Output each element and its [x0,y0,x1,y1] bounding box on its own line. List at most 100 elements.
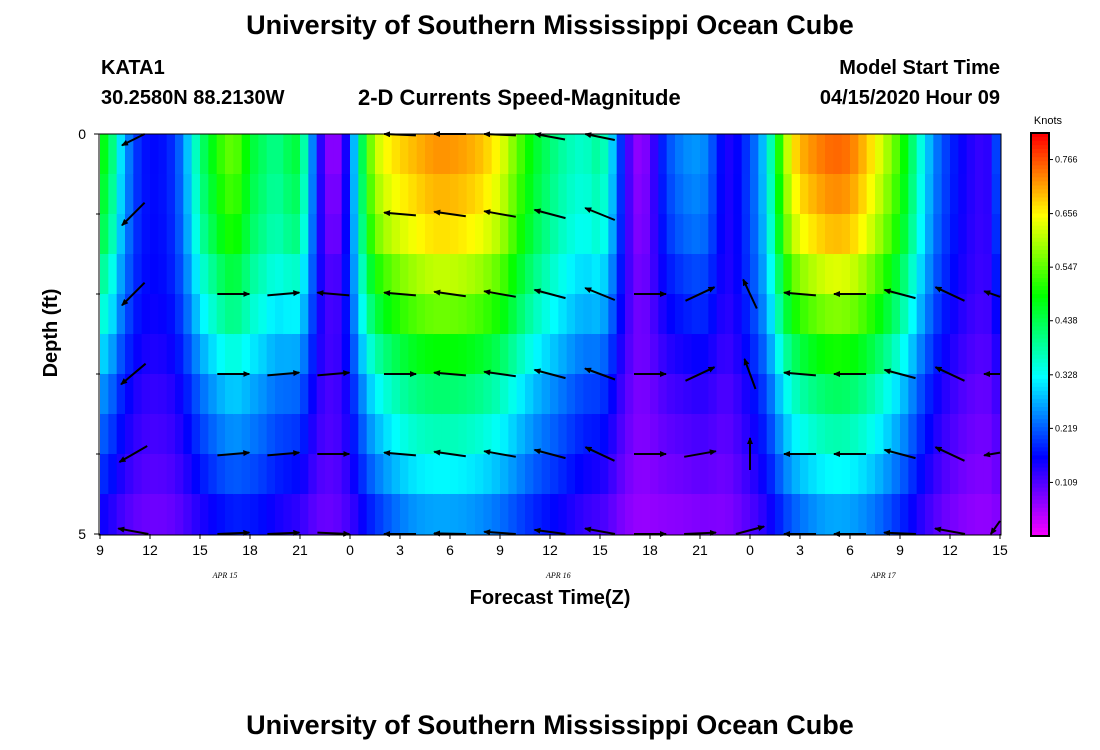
heatmap-cell [883,174,893,215]
heatmap-cell [416,294,426,335]
heatmap-cell [975,134,984,175]
heatmap-cell [758,254,768,295]
heatmap-cell [608,414,618,455]
heatmap-cell [475,374,484,415]
heatmap-cell [900,174,909,215]
heatmap-cell [158,334,168,375]
heatmap-cell [833,454,843,495]
heatmap-cell [466,334,476,375]
heatmap-cell [166,214,176,255]
heatmap-cell [850,134,859,175]
heatmap-cell [400,494,409,535]
heatmap-cell [491,374,501,415]
heatmap-cell [966,494,976,535]
heatmap-cell [450,134,459,175]
colorbar-segment [1031,447,1049,452]
heatmap-cell [516,214,526,255]
heatmap-cell [733,254,743,295]
heatmap-cell [191,454,201,495]
heatmap-cell [241,494,251,535]
heatmap-cell [550,214,559,255]
current-vector [533,527,566,535]
heatmap-cell [500,414,509,455]
heatmap-cell [258,334,268,375]
heatmap-cell [408,214,418,255]
heatmap-cell [200,494,209,535]
heatmap-cell [858,414,868,455]
heatmap-cell [491,294,501,335]
heatmap-cell [483,214,493,255]
heatmap-cell [291,294,301,335]
heatmap-cell [458,214,468,255]
colorbar-segment [1031,342,1049,348]
current-vector [934,446,965,462]
heatmap-cell [491,454,501,495]
heatmap-cell [483,374,493,415]
heatmap-cell [891,334,901,375]
heatmap-cell [283,414,293,455]
heatmap-cell [266,414,276,455]
heatmap-cell [500,214,509,255]
axes: 9 12 15 18 21 0 3 6 9 12 15 18 21 0 3 6 9 12 15 APR 15 APR 1… [78,126,1008,580]
heatmap-cell [491,494,501,535]
heatmap-cell [533,214,543,255]
heatmap-cell [991,214,1001,255]
heatmap-cell [483,294,493,335]
heatmap-cell [675,414,684,455]
heatmap-cell [333,294,343,335]
heatmap-cell [625,414,634,455]
x-tick-label: 9 [96,542,104,558]
heatmap-cell [933,374,943,415]
heatmap-cell [233,214,243,255]
heatmap-cell [341,494,351,535]
heatmap-cell [175,494,184,535]
heatmap-cell [358,454,368,495]
heatmap-cell [341,414,351,455]
heatmap-cell [808,294,818,335]
colorbar-segment [1031,443,1049,448]
heatmap-cell [483,414,493,455]
heatmap-cell [166,494,176,535]
heatmap-cell [325,134,334,175]
colorbar-segment [1031,265,1049,271]
current-vector [534,132,566,141]
heatmap-cell [416,214,426,255]
colorbar-segment [1031,217,1049,223]
colorbar-segment [1031,471,1049,477]
heatmap-cell [325,174,334,215]
heatmap-cell [591,374,601,415]
heatmap-cell [541,414,551,455]
heatmap-cell [958,454,968,495]
heatmap-cell [308,334,318,375]
current-vector [584,287,616,301]
heatmap-cell [666,174,676,215]
heatmap-cell [808,174,818,215]
heatmap-cell [650,374,659,415]
heatmap-cell [275,134,284,175]
heatmap-cell [550,454,559,495]
heatmap-cell [725,414,734,455]
heatmap-cell [316,254,326,295]
heatmap-cell [216,454,226,495]
heatmap-cell [783,254,793,295]
heatmap-cell [375,254,384,295]
heatmap-cell [533,174,543,215]
colorbar-tick-label: 0.438 [1055,316,1078,326]
colorbar-segment [1031,278,1049,283]
heatmap-cell [258,294,268,335]
heatmap-cell [975,494,984,535]
heatmap-cell [458,414,468,455]
heatmap-cell [283,254,293,295]
heatmap-cell [933,134,943,175]
x-tick-label: 0 [346,542,354,558]
current-vector [883,368,916,380]
heatmap-cell [708,254,718,295]
heatmap-cell [391,494,401,535]
heatmap-cell [725,254,734,295]
heatmap-cell [916,134,926,175]
heatmap-cell [966,294,976,335]
heatmap-cell [683,214,693,255]
heatmap-cell [766,294,776,335]
heatmap-cell [325,254,334,295]
heatmap-cell [358,174,368,215]
